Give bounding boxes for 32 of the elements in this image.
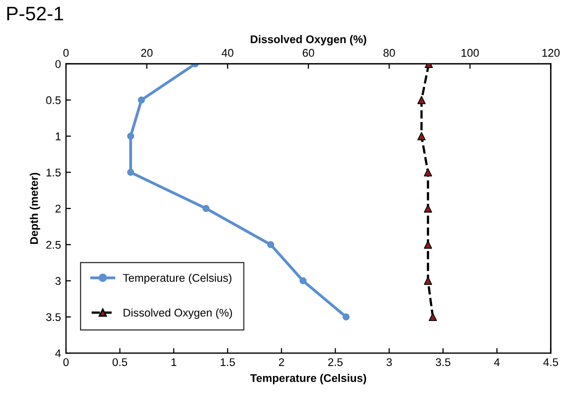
x2-tick-label: 80 xyxy=(384,48,395,57)
x-tick-label: 2 xyxy=(278,358,284,366)
y-tick-label: 3 xyxy=(55,277,61,285)
x2-tick-label: 100 xyxy=(462,48,479,57)
x2-tick-label: 120 xyxy=(542,48,560,57)
x-tick-label: 1.5 xyxy=(220,358,235,366)
y-tick-label: 1 xyxy=(56,132,61,140)
y-tick-label: 0.5 xyxy=(46,96,61,104)
x-axis-title: Temperature (Celsius) xyxy=(250,374,366,384)
x2-tick-label: 20 xyxy=(141,48,153,57)
x2-tick-label: 40 xyxy=(222,48,234,57)
x2-axis-title: Dissolved Oxygen (%) xyxy=(250,35,366,46)
chart-title: P-52-1 xyxy=(7,6,64,20)
x-tick-label: 2.5 xyxy=(328,358,343,366)
y-tick-label: 3.5 xyxy=(46,313,61,322)
x-tick-label: 4.5 xyxy=(543,358,558,366)
x-tick-label: 3 xyxy=(386,358,392,366)
y-tick-label: 2 xyxy=(56,204,61,212)
x-tick-label: 1 xyxy=(171,358,176,366)
x2-tick-label: 0 xyxy=(63,48,69,57)
y-tick-label: 2.5 xyxy=(46,240,61,249)
y-tick-label: 0 xyxy=(55,60,61,68)
y-axis-title: Depth (meter) xyxy=(30,172,40,244)
x-tick-label: 3.5 xyxy=(436,358,450,366)
x-tick-label: 0.5 xyxy=(112,358,128,366)
y-tick-label: 4 xyxy=(55,349,61,358)
y-tick-label: 1.5 xyxy=(46,168,61,176)
x-tick-label: 0 xyxy=(63,358,69,366)
legend-label: Temperature (Celsius) xyxy=(123,274,232,284)
x2-tick-label: 60 xyxy=(302,48,314,57)
x-tick-label: 4 xyxy=(494,358,500,366)
legend-label: Dissolved Oxygen (%) xyxy=(124,308,232,319)
